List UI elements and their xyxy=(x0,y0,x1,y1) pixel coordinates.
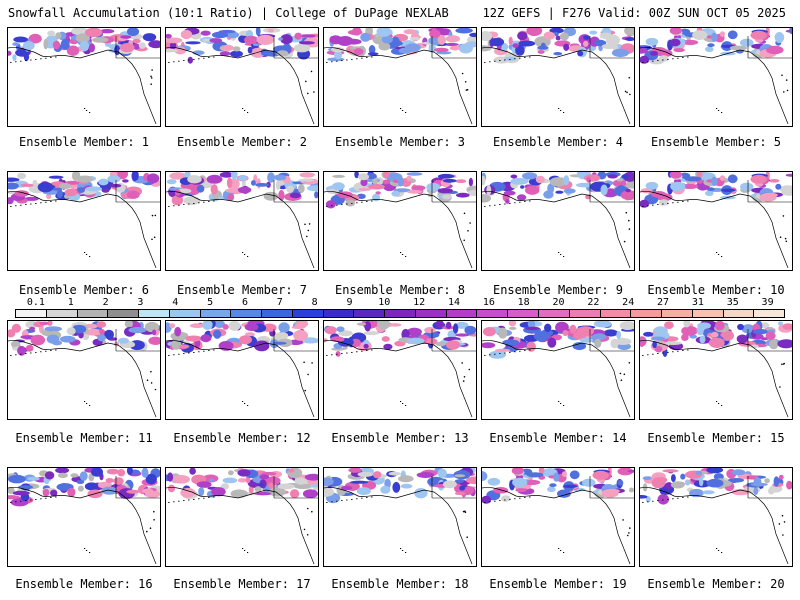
ensemble-map-17 xyxy=(165,467,319,567)
colorbar-swatch-19 xyxy=(600,310,632,317)
colorbar-label-17: 24 xyxy=(622,297,635,308)
colorbar-label-5: 5 xyxy=(207,297,214,308)
ensemble-member-label-19: Ensemble Member: 19 xyxy=(489,577,627,591)
ensemble-map-7 xyxy=(165,171,319,271)
map-title: Snowfall Accumulation (10:1 Ratio) | Col… xyxy=(8,6,449,20)
colorbar-swatch-22 xyxy=(692,310,724,317)
ensemble-member-label-20: Ensemble Member: 20 xyxy=(647,577,785,591)
ensemble-member-label-3: Ensemble Member: 3 xyxy=(334,135,466,149)
colorbar-swatch-11 xyxy=(354,310,386,317)
ensemble-member-label-9: Ensemble Member: 9 xyxy=(492,283,624,297)
ensemble-member-label-8: Ensemble Member: 8 xyxy=(334,283,466,297)
colorbar-label-16: 22 xyxy=(587,297,600,308)
colorbar-swatch-16 xyxy=(508,310,540,317)
ensemble-map-19 xyxy=(481,467,635,567)
colorbar-label-10: 10 xyxy=(378,297,391,308)
colorbar-swatch-9 xyxy=(292,310,324,317)
colorbar-swatch-8 xyxy=(262,310,293,317)
colorbar-label-1: 1 xyxy=(67,297,74,308)
ensemble-map-4 xyxy=(481,27,635,127)
ensemble-map-20 xyxy=(639,467,793,567)
ensemble-map-14 xyxy=(481,320,635,420)
colorbar-swatch-6 xyxy=(200,310,232,317)
colorbar-swatch-10 xyxy=(323,310,355,317)
colorbar-tick-labels: 0.1 1 2 3 4 5 6 7 8 9 10 12 14 16 18 20 22 24 27 31 35 39 xyxy=(15,298,785,308)
colorbar-label-19: 31 xyxy=(691,297,704,308)
colorbar-label-2: 2 xyxy=(102,297,109,308)
colorbar-swatch-14 xyxy=(446,310,478,317)
ensemble-member-label-12: Ensemble Member: 12 xyxy=(173,431,311,445)
colorbar-label-9: 9 xyxy=(346,297,353,308)
colorbar-label-0: 0.1 xyxy=(26,297,45,308)
ensemble-member-label-18: Ensemble Member: 18 xyxy=(331,577,469,591)
colorbar-swatch-0 xyxy=(16,310,47,317)
ensemble-member-label-13: Ensemble Member: 13 xyxy=(331,431,469,445)
colorbar-swatches xyxy=(15,309,785,318)
colorbar-swatch-17 xyxy=(539,310,570,317)
ensemble-map-13 xyxy=(323,320,477,420)
ensemble-map-12 xyxy=(165,320,319,420)
colorbar-swatch-18 xyxy=(569,310,601,317)
ensemble-map-2 xyxy=(165,27,319,127)
ensemble-map-3 xyxy=(323,27,477,127)
colorbar-label-6: 6 xyxy=(241,297,248,308)
colorbar-label-3: 3 xyxy=(137,297,144,308)
ensemble-member-label-17: Ensemble Member: 17 xyxy=(173,577,311,591)
colorbar-swatch-2 xyxy=(77,310,109,317)
colorbar-label-18: 27 xyxy=(657,297,670,308)
colorbar-label-7: 7 xyxy=(276,297,283,308)
ensemble-member-label-15: Ensemble Member: 15 xyxy=(647,431,785,445)
model-run-info: 12Z GEFS | F276 Valid: 00Z SUN OCT 05 20… xyxy=(482,6,786,20)
ensemble-member-label-2: Ensemble Member: 2 xyxy=(176,135,308,149)
colorbar-swatch-13 xyxy=(415,310,447,317)
ensemble-member-label-5: Ensemble Member: 5 xyxy=(650,135,782,149)
colorbar-swatch-1 xyxy=(46,310,78,317)
ensemble-member-label-16: Ensemble Member: 16 xyxy=(15,577,153,591)
colorbar-label-13: 16 xyxy=(482,297,495,308)
ensemble-map-18 xyxy=(323,467,477,567)
colorbar-swatch-15 xyxy=(477,310,509,317)
ensemble-member-label-4: Ensemble Member: 4 xyxy=(492,135,624,149)
colorbar-label-11: 12 xyxy=(413,297,426,308)
ensemble-member-label-10: Ensemble Member: 10 xyxy=(647,283,785,297)
ensemble-member-label-7: Ensemble Member: 7 xyxy=(176,283,308,297)
colorbar-label-15: 20 xyxy=(552,297,565,308)
colorbar-label-12: 14 xyxy=(447,297,461,308)
ensemble-map-1 xyxy=(7,27,161,127)
ensemble-map-16 xyxy=(7,467,161,567)
colorbar-swatch-20 xyxy=(631,310,663,317)
colorbar-swatch-3 xyxy=(108,310,140,317)
ensemble-map-9 xyxy=(481,171,635,271)
colorbar-swatch-12 xyxy=(385,310,416,317)
colorbar-swatch-5 xyxy=(169,310,201,317)
ensemble-map-8 xyxy=(323,171,477,271)
ensemble-map-11 xyxy=(7,320,161,420)
colorbar-label-20: 35 xyxy=(726,297,739,308)
ensemble-member-label-6: Ensemble Member: 6 xyxy=(18,283,150,297)
colorbar-label-21: 39 xyxy=(761,297,774,308)
ensemble-map-5 xyxy=(639,27,793,127)
ensemble-member-label-11: Ensemble Member: 11 xyxy=(15,431,153,445)
ensemble-member-label-1: Ensemble Member: 1 xyxy=(18,135,150,149)
colorbar-label-4: 4 xyxy=(172,297,179,308)
ensemble-map-10 xyxy=(639,171,793,271)
colorbar-swatch-24 xyxy=(754,310,785,317)
ensemble-map-6 xyxy=(7,171,161,271)
colorbar-label-14: 18 xyxy=(517,297,530,308)
ensemble-map-15 xyxy=(639,320,793,420)
colorbar-swatch-21 xyxy=(662,310,693,317)
colorbar-swatch-23 xyxy=(723,310,755,317)
ensemble-member-label-14: Ensemble Member: 14 xyxy=(489,431,627,445)
colorbar-label-8: 8 xyxy=(311,297,318,308)
colorbar-swatch-4 xyxy=(139,310,170,317)
colorbar-swatch-7 xyxy=(231,310,263,317)
